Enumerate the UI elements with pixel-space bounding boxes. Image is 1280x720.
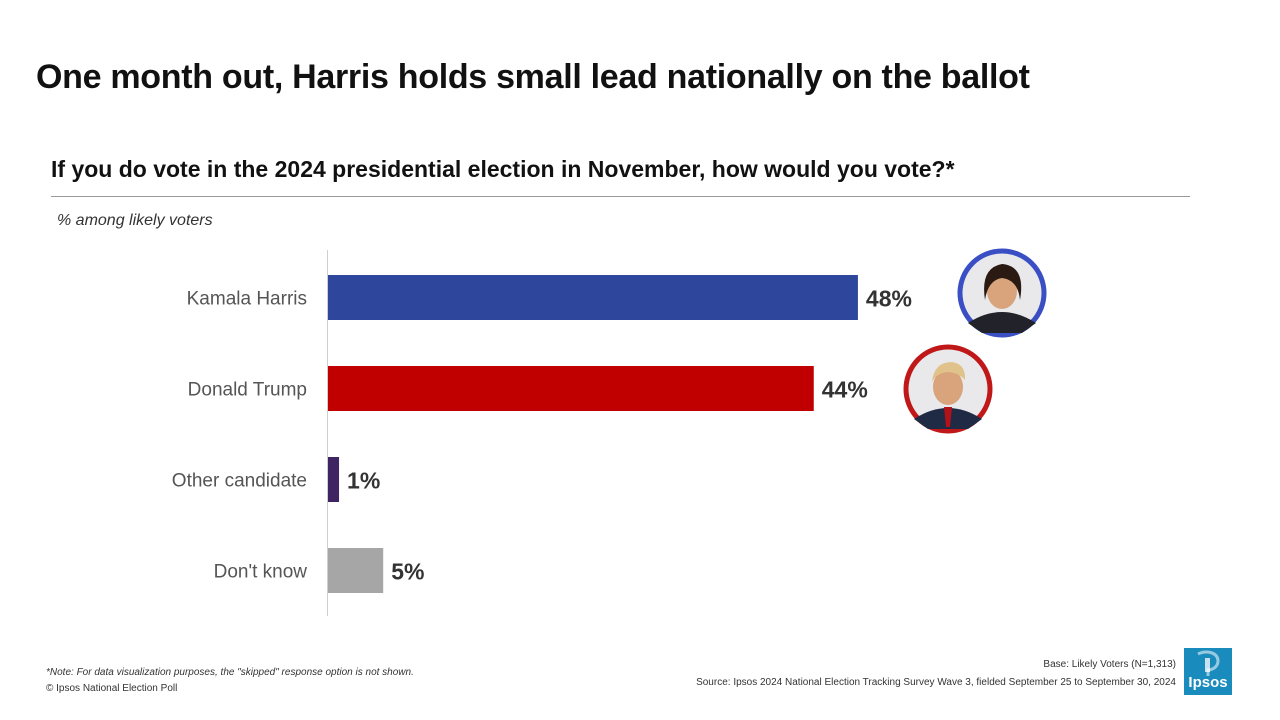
page-title: One month out, Harris holds small lead n… <box>36 58 1030 96</box>
category-label-don-t-know: Don't know <box>214 562 308 583</box>
base-source: Base: Likely Voters (N=1,313) <box>1043 659 1176 670</box>
category-label-other-candidate: Other candidate <box>172 471 307 492</box>
bar-kamala-harris <box>328 275 858 320</box>
survey-source: Source: Ipsos 2024 National Election Tra… <box>696 677 1176 688</box>
value-label-kamala-harris: 48% <box>866 286 912 312</box>
category-label-donald-trump: Donald Trump <box>188 380 307 401</box>
harris-portrait <box>957 248 1047 338</box>
bar-other-candidate <box>328 457 340 502</box>
value-label-don-t-know: 5% <box>391 559 424 585</box>
bar-don-t-know <box>328 548 384 593</box>
bar-donald-trump <box>328 366 814 411</box>
category-label-kamala-harris: Kamala Harris <box>187 289 307 310</box>
subtitle-divider <box>51 196 1190 197</box>
trump-portrait <box>903 344 993 434</box>
logo-text: Ipsos <box>1188 674 1228 691</box>
chart-subtitle: If you do vote in the 2024 presidential … <box>51 156 955 182</box>
footnote-copyright: © Ipsos National Election Poll <box>46 683 178 694</box>
ipsos-logo: Ipsos <box>1184 648 1232 695</box>
base-label: % among likely voters <box>57 212 213 229</box>
footnote-note: *Note: For data visualization purposes, … <box>46 667 414 678</box>
value-label-other-candidate: 1% <box>347 468 380 494</box>
logo-mark-icon <box>1197 650 1220 676</box>
value-label-donald-trump: 44% <box>822 377 868 403</box>
